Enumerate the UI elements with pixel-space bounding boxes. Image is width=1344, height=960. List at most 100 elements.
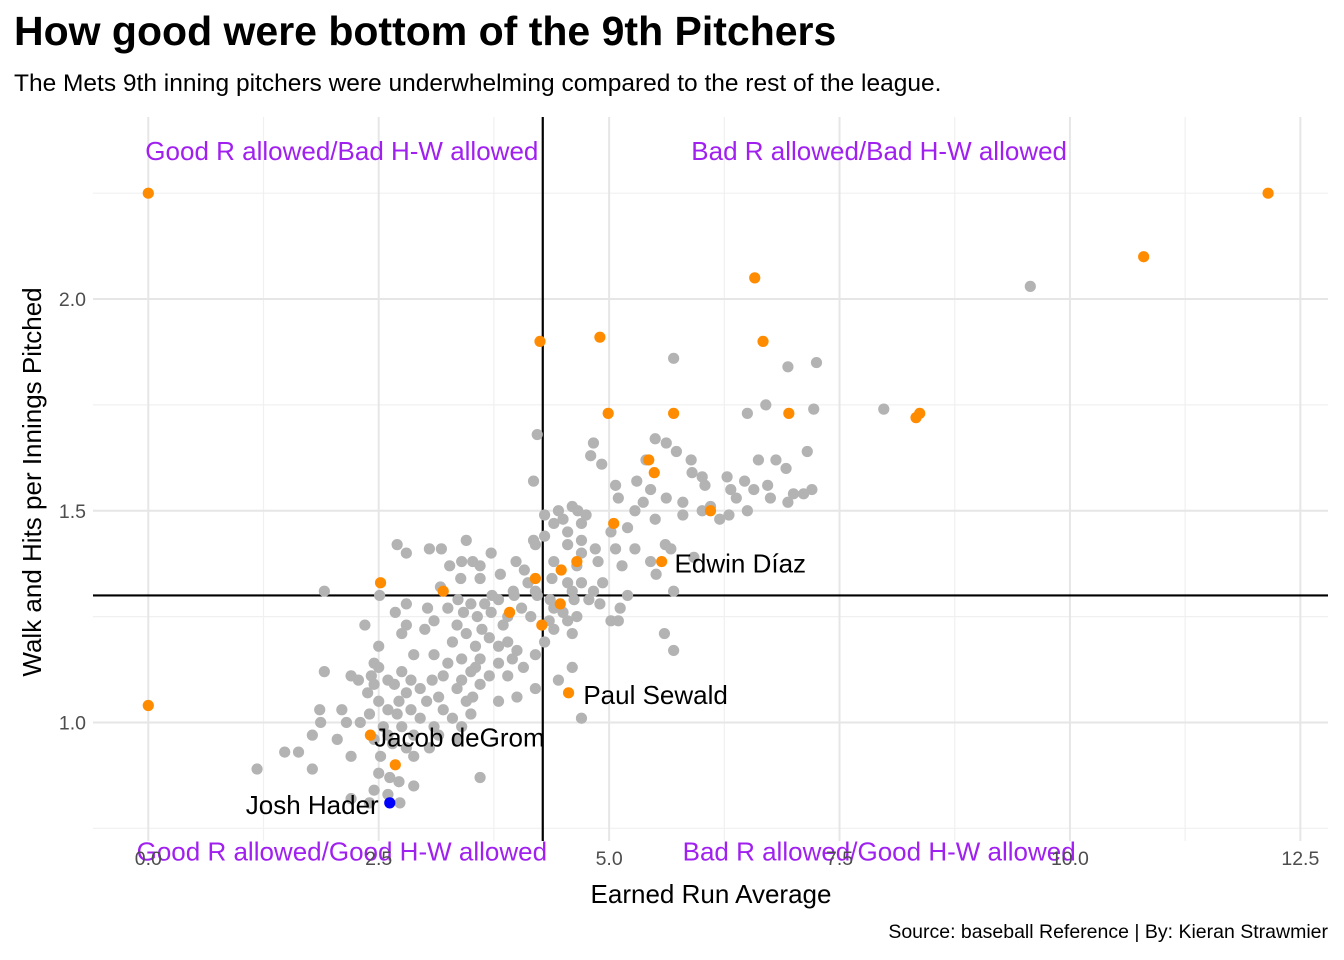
data-point-series-0 [568,594,580,606]
data-point-series-0 [377,721,389,733]
data-point-series-0 [426,674,438,686]
data-point-series-0 [428,721,440,733]
data-point-series-0 [400,687,412,699]
point-labels: Edwin Díaz Paul Sewald Jacob deGrom Josh Ha… [246,549,806,820]
data-point-series-0 [419,623,431,635]
data-point-series-0 [388,678,400,690]
data-point-series-0 [723,509,735,521]
data-point-series-0 [435,543,447,555]
data-point-series-0 [396,666,408,678]
data-point-series-1 [594,331,606,343]
data-point-series-0 [446,712,459,724]
data-point-series-0 [492,657,505,669]
data-point-series-0 [575,577,588,589]
data-point-series-0 [423,742,435,754]
data-point-series-0 [363,797,376,809]
data-point-series-0 [391,708,403,720]
data-point-series-0 [650,568,662,580]
data-point-series-0 [658,627,671,640]
data-point-series-0 [485,606,497,618]
data-point-series-0 [1024,280,1036,292]
data-point-series-1 [608,517,620,530]
data-point-series-0 [368,678,380,690]
data-point-series-0 [442,602,454,614]
data-point-series-0 [471,611,483,623]
data-point-series-1 [656,555,668,568]
data-point-series-0 [457,606,470,618]
data-point-series-0 [557,513,569,525]
data-point-series-0 [589,543,601,555]
data-point-series-0 [594,598,606,610]
quadrant-label: Bad R allowed/Bad H-W allowed [691,136,1067,166]
data-point-series-0 [544,594,556,606]
data-point-series-0 [621,522,634,534]
data-point-series-0 [668,585,680,597]
data-point-series-0 [764,492,777,504]
data-point-series-0 [451,733,463,745]
data-point-series-0 [345,750,357,762]
data-point-series-1 [571,555,583,568]
data-point-series-0 [508,589,520,602]
data-point-series-0 [597,577,609,589]
data-point-series-0 [483,632,495,644]
data-point-series-0 [566,585,578,597]
data-point-series-0 [474,653,486,665]
data-point-series-1 [668,407,680,419]
data-point-series-0 [408,750,420,762]
data-point-series-0 [552,505,565,517]
x-tick-label: 7.5 [826,848,853,870]
data-point-series-0 [527,475,540,487]
data-point-series-0 [391,539,403,551]
data-point-series-1 [704,505,717,517]
data-point-series-0 [660,437,672,449]
data-point-series-0 [433,691,445,703]
data-point-series-0 [609,543,622,555]
data-point-series-0 [517,661,530,674]
data-point-series-0 [725,483,737,496]
data-point-series-0 [251,763,263,775]
x-tick-label: 12.5 [1281,848,1319,870]
y-axis-title: Walk and Hits per Innings Pitched [17,287,47,676]
data-point-series-0 [810,356,823,369]
data-point-series-0 [352,674,365,686]
quadrant-label: Bad R allowed/Good H-W allowed [683,837,1076,867]
data-point-series-1 [536,619,548,631]
data-point-series-0 [518,564,530,576]
data-point-series-0 [575,517,588,530]
data-point-series-0 [386,738,399,750]
data-point-series-0 [696,505,708,517]
data-point-series-0 [460,627,472,640]
data-point-series-0 [474,771,486,784]
data-point-series-0 [631,475,643,487]
data-point-series-0 [393,695,405,707]
data-point-series-0 [644,555,657,568]
data-point-series-0 [400,547,412,559]
data-point-series-0 [539,530,551,542]
data-point-series-1 [757,335,769,347]
data-point-series-0 [721,471,733,483]
data-point-series-0 [452,594,464,606]
data-point-series-0 [465,598,477,610]
pitcher-label: Paul Sewald [583,680,728,710]
data-point-series-0 [806,483,818,496]
data-point-series-2 [384,797,396,809]
x-tick-label: 2.5 [365,848,392,870]
x-tick-label: 10.0 [1051,848,1089,870]
data-point-series-0 [365,670,377,682]
data-point-series-0 [408,780,420,792]
major-gridlines [93,117,1328,841]
data-point-series-0 [566,661,578,674]
data-point-series-0 [506,653,518,665]
data-point-series-0 [446,636,459,648]
data-point-series-0 [531,589,543,602]
data-point-series-0 [460,695,472,707]
data-point-series-0 [529,649,541,661]
data-point-series-0 [637,496,649,508]
data-point-series-0 [575,547,588,559]
data-point-series-1 [534,335,546,347]
data-point-series-0 [444,560,456,572]
data-point-series-0 [629,543,641,555]
y-tick-label: 2.0 [59,289,86,311]
data-point-series-1 [389,759,401,771]
data-point-series-0 [492,640,505,652]
